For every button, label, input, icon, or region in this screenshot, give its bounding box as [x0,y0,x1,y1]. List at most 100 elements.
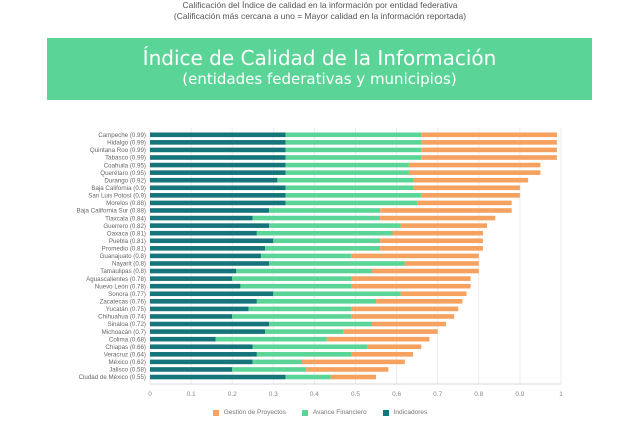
category-label: Jalisco (0.58) [109,367,146,374]
bar-segment-indicadores [150,253,261,259]
bar-segment-gesti-n-de-proyectos [302,359,405,365]
bar-segment-gesti-n-de-proyectos [404,261,479,266]
legend-item[interactable]: Gestión de Proyectos [212,409,286,416]
bar-segment-indicadores [150,132,286,138]
category-label: Ciudad de México (0.55) [79,374,146,381]
bar-segment-indicadores [150,321,270,327]
bar-segment-gesti-n-de-proyectos [351,314,455,319]
bar-segment-avance-financiero [252,359,303,365]
category-label: Chiapas (0.66) [105,344,146,351]
bar-segment-indicadores [150,155,286,160]
category-label: Coahuila (0.95) [104,162,146,169]
bar-segment-indicadores [150,261,270,266]
bar-segment-indicadores [150,336,216,342]
category-label: Hidalgo (0.99) [107,140,146,147]
bar-segment-avance-financiero [285,185,414,191]
bar-segment-avance-financiero [273,291,401,297]
bar-segment-gesti-n-de-proyectos [371,268,479,274]
bar-segment-avance-financiero [269,223,401,228]
bar-segment-indicadores [150,314,233,319]
category-label: México (0.62) [109,359,146,366]
bar-segment-gesti-n-de-proyectos [421,132,557,138]
bar-segment-gesti-n-de-proyectos [392,230,483,236]
x-tick-label: 0.3 [269,391,278,398]
category-label: Durango (0.92) [104,177,146,184]
bar-segment-avance-financiero [252,344,368,350]
bar-segment-indicadores [150,329,266,334]
category-label: Tlaxcala (0.84) [105,215,146,222]
bar-segment-avance-financiero [269,208,381,213]
category-label: Michoacán (0.7) [102,329,146,336]
x-tick-label: 0.6 [392,391,401,398]
bar-segment-avance-financiero [236,268,372,274]
bar-segment-avance-financiero [285,374,331,380]
bar-segment-avance-financiero [285,140,422,145]
x-tick-label: 0.1 [187,391,196,398]
bar-segment-gesti-n-de-proyectos [400,223,488,228]
bar-segment-indicadores [150,374,286,380]
bar-segment-avance-financiero [256,352,352,357]
category-label: Campeche (0.99) [98,132,146,139]
x-tick-label: 1 [559,391,563,398]
bar-segment-indicadores [150,223,270,228]
bar-segment-indicadores [150,162,286,168]
bar-segment-indicadores [150,177,278,183]
bar-segment-indicadores [150,230,257,236]
bar-segment-gesti-n-de-proyectos [421,140,557,145]
legend-swatch [212,409,219,416]
bar-segment-gesti-n-de-proyectos [413,177,529,183]
category-label: Nayarit (0.8) [112,261,146,268]
bar-segment-indicadores [150,238,274,244]
bar-segment-avance-financiero [285,147,422,153]
bar-segment-avance-financiero [215,336,327,342]
bar-segment-avance-financiero [285,132,422,138]
bar-segment-gesti-n-de-proyectos [380,238,483,244]
category-label: Zacatecas (0.76) [100,299,146,306]
bar-segment-indicadores [150,268,237,274]
bar-segment-gesti-n-de-proyectos [306,367,389,372]
bar-segment-avance-financiero [277,177,414,183]
legend-label: Indicadores [393,409,428,416]
category-label: Yucatán (0.75) [106,306,146,313]
bar-segment-gesti-n-de-proyectos [421,155,557,160]
bar-segment-indicadores [150,352,257,357]
category-label: Quintana Roo (0.99) [90,147,146,154]
bar-segment-gesti-n-de-proyectos [380,246,483,251]
bar-segment-gesti-n-de-proyectos [417,200,512,206]
x-tick-label: 0.9 [515,391,524,398]
bar-segment-avance-financiero [232,367,307,372]
bar-segment-avance-financiero [285,170,409,175]
category-label: Sinaloa (0.72) [107,321,146,328]
bar-segment-indicadores [150,359,253,365]
bar-segment-gesti-n-de-proyectos [380,208,512,213]
bar-segment-indicadores [150,193,286,198]
bar-segment-gesti-n-de-proyectos [421,147,557,153]
legend-item[interactable]: Avance Financiero [301,409,367,416]
bar-segment-gesti-n-de-proyectos [351,352,414,357]
bar-segment-gesti-n-de-proyectos [326,336,430,342]
caption-line-1: Calificación del Índice de calidad en la… [182,0,458,10]
legend-label: Gestión de Proyectos [223,409,286,416]
bar-segment-gesti-n-de-proyectos [400,291,467,297]
caption-line-2: (Calificación más cercana a uno = Mayor … [173,10,467,21]
category-label: San Luis Potosí (0.9) [88,193,146,200]
bar-segment-avance-financiero [248,306,352,312]
bar-segment-avance-financiero [260,253,352,259]
bar-segment-indicadores [150,276,233,281]
bar-segment-gesti-n-de-proyectos [371,321,446,327]
category-label: Oaxaca (0.81) [107,230,146,237]
title-banner: Índice de Calidad de la Información (ent… [47,38,592,100]
category-label: Promedio (0.81) [102,246,146,253]
bar-segment-indicadores [150,215,253,221]
category-label: Querétaro (0.95) [100,170,146,177]
legend-item[interactable]: Indicadores [382,409,428,416]
category-label: Nuevo León (0.78) [95,283,146,290]
legend-swatch [382,409,389,416]
x-tick-label: 0.2 [228,391,237,398]
x-tick-label: 0.7 [433,391,442,398]
chart-subtitle: (entidades federativas y municipios) [182,70,457,88]
bar-segment-avance-financiero [285,155,422,160]
bar-segment-gesti-n-de-proyectos [351,276,471,281]
x-tick-label: 0.5 [351,391,360,398]
